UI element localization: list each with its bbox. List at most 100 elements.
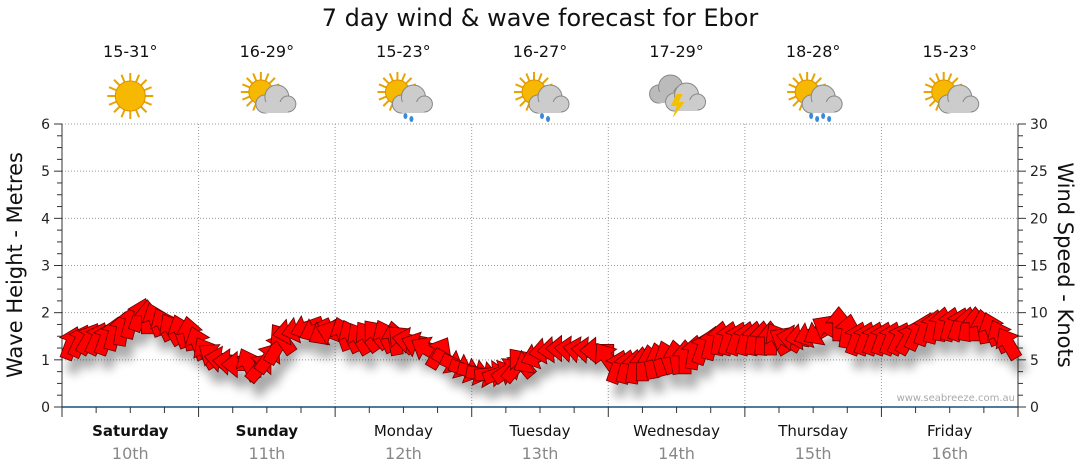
sun [114, 80, 146, 112]
sun-ray [401, 73, 407, 82]
date-label: 14th [658, 444, 695, 463]
day-label: Tuesday [508, 422, 570, 440]
y2-tick-label: 5 [1030, 353, 1039, 369]
day-label: Saturday [92, 422, 169, 440]
y2-tick-label: 25 [1030, 164, 1048, 180]
temp-range: 15-31° [103, 42, 158, 61]
y2-tick-label: 20 [1030, 211, 1048, 227]
y2-tick-label: 10 [1030, 306, 1048, 322]
wind-arrow [995, 327, 1023, 362]
sun-ray [268, 77, 276, 85]
partly-cloudy-icon [240, 72, 297, 114]
day-label: Sunday [236, 422, 299, 440]
raindrop [409, 116, 414, 122]
sun-ray [947, 73, 953, 82]
sun-ray [537, 73, 543, 82]
storm-icon [649, 74, 707, 118]
sun-ray [792, 77, 800, 85]
sun-ray [140, 79, 148, 87]
sun-ray [515, 95, 524, 101]
sun-ray [241, 95, 251, 101]
sun-ray [252, 73, 258, 82]
day-label: Wednesday [633, 422, 720, 440]
sun-ray [264, 73, 270, 82]
sun-ray [928, 99, 936, 107]
sun-ray [525, 73, 531, 82]
sun-ray [924, 95, 934, 101]
sun-ray [798, 73, 804, 82]
y-tick-label: 4 [41, 211, 50, 227]
sun-ray [382, 77, 390, 85]
temp-range: 15-23° [922, 42, 977, 61]
chart-title: 7 day wind & wave forecast for Ebor [321, 4, 759, 32]
temp-range: 16-29° [240, 42, 295, 61]
sun-ray [792, 99, 800, 107]
day-label: Monday [374, 422, 433, 440]
raindrop [815, 116, 820, 122]
y-tick-label: 3 [41, 259, 50, 275]
sun-ray [810, 73, 816, 82]
sun-ray [378, 95, 387, 101]
sun-ray [120, 74, 126, 83]
sun-ray [143, 100, 152, 106]
lightning [670, 94, 685, 118]
y-tick-label: 5 [41, 164, 50, 180]
arrow-shadow [250, 367, 278, 398]
sun-ray [108, 100, 117, 106]
y2-tick-label: 30 [1030, 117, 1048, 133]
date-label: 15th [795, 444, 832, 463]
partly-cloudy-icon [923, 72, 980, 114]
sun-ray [951, 77, 959, 85]
raindrop [403, 113, 408, 119]
sun-ray [541, 77, 549, 85]
sun-ray [120, 109, 126, 118]
sun-ray [246, 77, 254, 85]
sun-ray [515, 83, 524, 89]
raindrop [546, 116, 550, 122]
y2-tick-label: 15 [1030, 259, 1048, 275]
sun-ray [928, 77, 936, 85]
sun-ray [388, 73, 394, 82]
sun-ray [135, 109, 141, 118]
sun-ray [143, 86, 152, 92]
watermark: www.seabreeze.com.au [897, 393, 1015, 404]
y-axis-label: Wave Height - Metres [3, 152, 27, 378]
cloud [401, 102, 425, 113]
sun-ray [519, 99, 527, 107]
cloud [538, 102, 561, 113]
sun-ray [935, 73, 941, 82]
sun-ray [814, 77, 822, 85]
sun-ray [113, 105, 121, 113]
day-label: Friday [927, 422, 973, 440]
partly-cloudy-rain-icon [377, 72, 433, 122]
cloud [811, 102, 835, 113]
y-tick-label: 0 [41, 400, 50, 416]
day-label: Thursday [777, 422, 848, 440]
temp-range: 17-29° [649, 42, 704, 61]
sun-ray [519, 77, 527, 85]
temp-range: 15-23° [376, 42, 431, 61]
temp-range: 16-27° [513, 42, 568, 61]
sun-ray [135, 74, 141, 83]
date-label: 13th [522, 444, 559, 463]
sun-ray [378, 83, 387, 89]
raindrop [821, 113, 826, 119]
sun-ray [241, 83, 251, 89]
cloud [947, 102, 971, 113]
date-label: 16th [931, 444, 968, 463]
sun-ray [113, 79, 121, 87]
date-label: 10th [112, 444, 149, 463]
sun-ray [382, 99, 390, 107]
y-tick-label: 6 [41, 117, 50, 133]
sun-ray [788, 95, 797, 101]
partly-cloudy-heavy-rain-icon [787, 72, 843, 122]
sun-ray [108, 86, 117, 92]
temp-range: 18-28° [786, 42, 841, 61]
date-label: 11th [248, 444, 285, 463]
sunny-icon [107, 73, 154, 119]
raindrop [827, 116, 832, 122]
raindrop [540, 113, 544, 119]
y2-axis-label: Wind Speed - Knots [1053, 162, 1077, 367]
